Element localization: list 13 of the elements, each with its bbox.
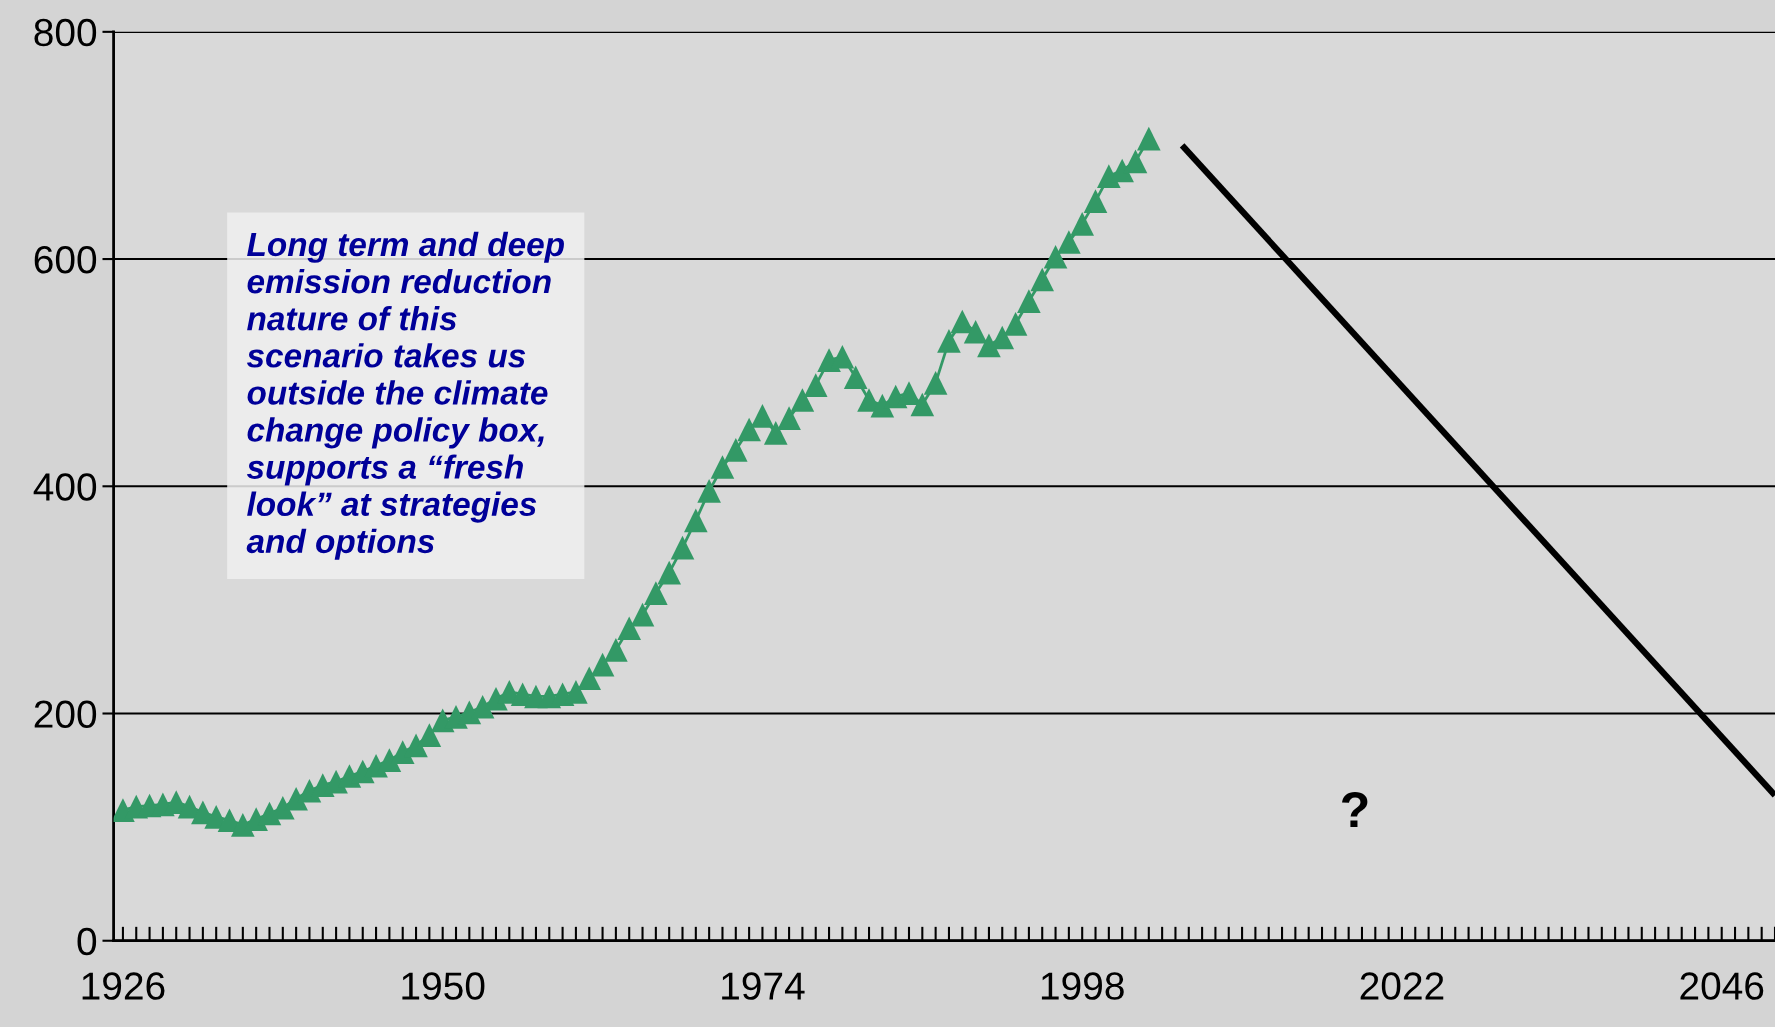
x-tick-label: 2046 [1680,972,1764,1000]
y-tick-label: 200 [34,700,97,728]
y-tick-label: 800 [34,18,97,47]
annotation: ? [1342,792,1368,827]
y-tick-label: 600 [34,246,97,274]
x-tick-label: 1998 [1041,972,1124,1000]
y-tick-label: 0 [77,927,97,956]
x-tick-label: 1974 [722,972,805,1000]
text: Long term and deep emission reduction nature of this scenario takes us outside the climate change policy box, supports a “fresh look” at strategies and options [246,231,564,560]
x-tick-label: 1950 [402,972,485,1000]
x-tick-label: 2022 [1360,972,1444,1000]
x-tick-label: 1926 [82,972,165,1000]
y-tick-label: 400 [33,473,97,501]
